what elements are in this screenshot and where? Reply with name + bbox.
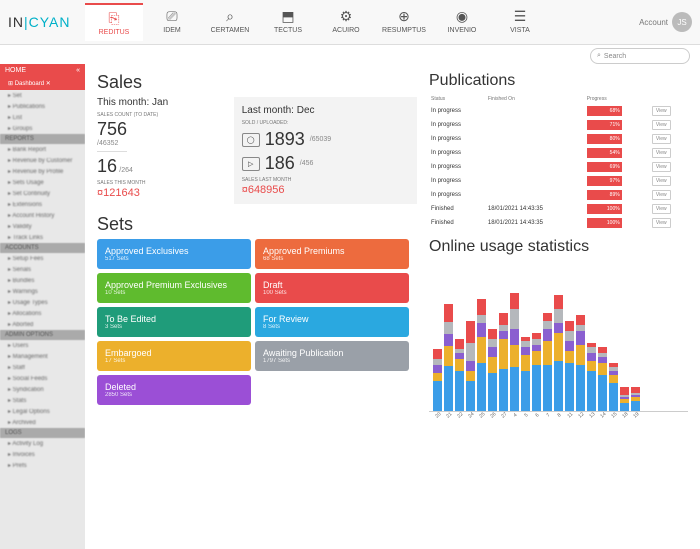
sidebar-item[interactable]: ▸ Allocations <box>0 308 85 319</box>
sidebar-item[interactable]: ▸ Legal Options <box>0 406 85 417</box>
sidebar-item[interactable]: ▸ Bundles <box>0 275 85 286</box>
sets-title: Sets <box>97 214 417 235</box>
sales-title: Sales <box>97 72 417 93</box>
pub-row: In progress71%View <box>429 118 688 132</box>
video-icon: ▷ <box>242 157 260 171</box>
sidebar-group: ACCOUNTS <box>0 243 85 253</box>
sidebar-item[interactable]: ▸ Revenue by Profile <box>0 166 85 177</box>
usage-title: Online usage statistics <box>429 238 688 256</box>
view-button[interactable]: View <box>652 134 671 144</box>
view-button[interactable]: View <box>652 204 671 214</box>
sidebar-item[interactable]: ▸ Extensions <box>0 199 85 210</box>
sidebar-group: ADMIN OPTIONS <box>0 330 85 340</box>
sidebar-item[interactable]: ▸ Stats <box>0 395 85 406</box>
sidebar-item[interactable]: ▸ Publications <box>0 101 85 112</box>
nav-acuiro[interactable]: ⚙ACUIRO <box>317 3 375 41</box>
pub-row: Finished18/01/2021 14:43:35100%View <box>429 216 688 230</box>
nav-resumptus[interactable]: ⊕RESUMPTUS <box>375 3 433 41</box>
view-button[interactable]: View <box>652 162 671 172</box>
pub-row: In progress68%View <box>429 104 688 118</box>
camera-icon: ◯ <box>242 133 260 147</box>
pub-row: In progress54%View <box>429 146 688 160</box>
publications-title: Publications <box>429 72 688 90</box>
pub-row: Finished18/01/2021 14:43:35100%View <box>429 202 688 216</box>
pub-row: In progress97%View <box>429 174 688 188</box>
sidebar-item[interactable]: ▸ List <box>0 112 85 123</box>
sidebar-item[interactable]: ▸ Prefs <box>0 460 85 471</box>
sidebar-group: REPORTS <box>0 134 85 144</box>
sidebar-home-hdr: HOME« <box>0 64 85 77</box>
sidebar-item[interactable]: ▸ Sets Usage <box>0 177 85 188</box>
search-input[interactable]: ⌕ Search <box>590 48 690 64</box>
view-button[interactable]: View <box>652 176 671 186</box>
sidebar-item[interactable]: ▸ Set <box>0 90 85 101</box>
sidebar-item[interactable]: ▸ Revenue by Customer <box>0 155 85 166</box>
nav-certamen[interactable]: ⌕CERTAMEN <box>201 3 259 41</box>
set-card[interactable]: Deleted2850 Sets <box>97 375 251 405</box>
nav-idem[interactable]: ⎚IDEM <box>143 3 201 41</box>
sidebar-item[interactable]: ▸ Usage Types <box>0 297 85 308</box>
avatar[interactable]: JS <box>672 12 692 32</box>
pub-row: In progress69%View <box>429 160 688 174</box>
sidebar-item[interactable]: ▸ Activity Log <box>0 438 85 449</box>
sidebar-item[interactable]: ▸ Management <box>0 351 85 362</box>
pub-row: In progress89%View <box>429 188 688 202</box>
sidebar-item[interactable]: ▸ Warnings <box>0 286 85 297</box>
nav-invenio[interactable]: ◉INVENIO <box>433 3 491 41</box>
this-month-panel: This month: Jan SALES COUNT (TO DATE) 75… <box>97 97 226 204</box>
nav-tectus[interactable]: ⬒TECTUS <box>259 3 317 41</box>
sidebar-item[interactable]: ▸ Bank Report <box>0 144 85 155</box>
set-card[interactable]: Approved Exclusives517 Sets <box>97 239 251 269</box>
view-button[interactable]: View <box>652 218 671 228</box>
account-label[interactable]: Account <box>639 18 668 27</box>
sidebar-item[interactable]: ▸ Aborted <box>0 319 85 330</box>
sidebar-item[interactable]: ▸ Set Continuity <box>0 188 85 199</box>
view-button[interactable]: View <box>652 190 671 200</box>
set-card[interactable]: Awaiting Publication1797 Sets <box>255 341 409 371</box>
sidebar-item[interactable]: ▸ Archived <box>0 417 85 428</box>
set-card[interactable]: Draft100 Sets <box>255 273 409 303</box>
nav-reditus[interactable]: ⎘REDITUS <box>85 3 143 41</box>
sidebar-item[interactable]: ▸ Serials <box>0 264 85 275</box>
sidebar-item[interactable]: ▸ Users <box>0 340 85 351</box>
nav-vista[interactable]: ☰VISTA <box>491 3 549 41</box>
sidebar-item[interactable]: ▸ Invoices <box>0 449 85 460</box>
set-card[interactable]: For Review8 Sets <box>255 307 409 337</box>
sidebar-group: LOGS <box>0 428 85 438</box>
sidebar-item[interactable]: ▸ Social Feeds <box>0 373 85 384</box>
set-card[interactable]: Approved Premiums68 Sets <box>255 239 409 269</box>
sidebar-item[interactable]: ▸ Track Links <box>0 232 85 243</box>
sidebar-item[interactable]: ▸ Groups <box>0 123 85 134</box>
view-button[interactable]: View <box>652 120 671 130</box>
set-card[interactable]: To Be Edited3 Sets <box>97 307 251 337</box>
set-card[interactable]: Approved Premium Exclusives10 Sets <box>97 273 251 303</box>
sidebar-dashboard[interactable]: ⊞ Dashboard ✕ <box>0 77 85 90</box>
sidebar-item[interactable]: ▸ Account History <box>0 210 85 221</box>
pub-row: In progress80%View <box>429 132 688 146</box>
sidebar-item[interactable]: ▸ Setup Fees <box>0 253 85 264</box>
sidebar-item[interactable]: ▸ Staff <box>0 362 85 373</box>
usage-chart: 202122242526274567811121314151819 <box>429 262 688 432</box>
logo: IN|CYAN <box>0 14 85 30</box>
last-month-panel: Last month: Dec SOLD / UPLOADED: ◯1893/6… <box>234 97 417 204</box>
set-card[interactable]: Embargoed17 Sets <box>97 341 251 371</box>
sidebar-item[interactable]: ▸ Validity <box>0 221 85 232</box>
view-button[interactable]: View <box>652 106 671 116</box>
sidebar-item[interactable]: ▸ Syndication <box>0 384 85 395</box>
view-button[interactable]: View <box>652 148 671 158</box>
